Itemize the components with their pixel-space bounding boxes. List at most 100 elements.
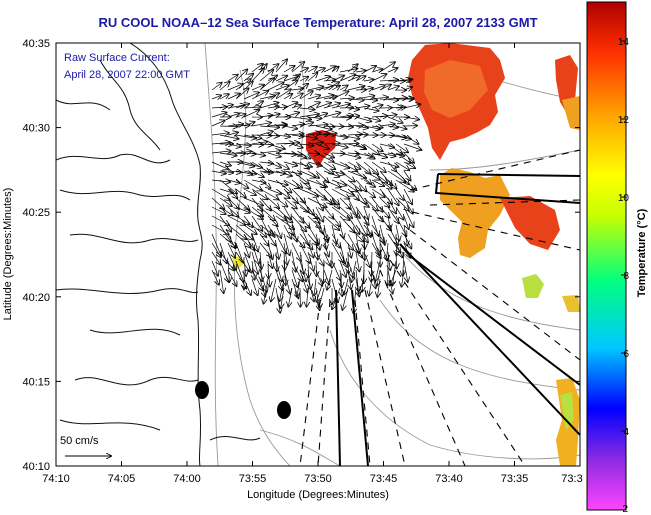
current-vector — [291, 105, 301, 108]
current-vector — [347, 125, 363, 126]
current-vector — [315, 68, 325, 72]
current-vector — [211, 95, 221, 99]
current-vector — [331, 179, 346, 186]
current-vector — [291, 242, 301, 261]
current-vectors — [211, 59, 422, 313]
current-vector — [323, 260, 324, 283]
current-vector — [243, 144, 263, 145]
current-vector — [243, 171, 256, 174]
current-vector — [267, 106, 279, 108]
radar-beams — [299, 149, 580, 466]
current-vector — [395, 126, 407, 129]
current-vector — [227, 124, 243, 126]
current-vector — [259, 278, 265, 296]
current-vector — [315, 143, 329, 149]
current-vector — [379, 206, 390, 218]
current-vector — [379, 115, 397, 117]
current-vector — [379, 99, 398, 100]
current-vector — [339, 179, 357, 192]
current-vector — [211, 133, 229, 135]
current-vector — [403, 188, 412, 204]
current-vector — [363, 79, 374, 81]
current-vector — [243, 135, 261, 138]
current-vector — [235, 125, 250, 126]
current-vector — [291, 117, 311, 120]
current-vector — [331, 67, 339, 73]
current-vector — [363, 88, 373, 90]
current-vector — [339, 161, 357, 171]
current-vector — [227, 206, 239, 217]
current-vector — [235, 161, 254, 166]
current-vector — [364, 233, 365, 249]
current-vector — [387, 116, 403, 123]
current-vector — [331, 76, 344, 82]
current-vector — [211, 171, 226, 174]
current-vector — [219, 153, 237, 156]
current-vector — [227, 105, 245, 108]
current-vector — [291, 135, 304, 137]
current-vector — [283, 233, 290, 255]
current-vector — [281, 287, 284, 308]
scale-label: 50 cm/s — [60, 435, 99, 447]
current-vector — [363, 108, 379, 111]
current-vector — [227, 132, 238, 135]
current-vector — [267, 143, 285, 149]
current-vector — [323, 161, 335, 169]
current-vector — [259, 171, 273, 173]
current-vector — [315, 126, 332, 130]
current-vector — [340, 224, 344, 238]
current-vector — [307, 125, 328, 127]
current-vector — [371, 97, 388, 99]
current-vector — [227, 75, 238, 82]
current-vector — [251, 197, 262, 211]
current-vector — [267, 215, 278, 226]
colorbar-tick-label: 6 — [623, 349, 629, 360]
current-vector — [251, 278, 258, 295]
current-vector — [347, 76, 360, 82]
current-vector — [299, 224, 309, 246]
current-vector — [395, 242, 402, 257]
radar-beam-outlines — [335, 173, 580, 466]
current-vector — [299, 91, 313, 100]
current-vector — [355, 96, 374, 99]
current-vector — [275, 125, 287, 126]
current-vector — [283, 102, 297, 109]
current-vector — [211, 113, 227, 118]
x-tick-label: 73:45 — [370, 473, 398, 485]
current-vector — [267, 224, 275, 237]
current-vector — [387, 153, 404, 156]
current-vector — [299, 242, 310, 263]
current-vector — [371, 85, 385, 91]
current-vector — [379, 197, 389, 207]
current-vector — [323, 133, 337, 135]
current-vector — [291, 124, 304, 126]
current-vector — [260, 260, 262, 281]
current-vector — [355, 188, 366, 204]
colorbar-title: Temperature (°C) — [636, 208, 648, 297]
current-vector — [275, 224, 281, 238]
current-vector — [396, 233, 397, 255]
current-vector — [291, 144, 303, 148]
current-vector — [275, 197, 287, 207]
current-vector — [323, 113, 340, 118]
current-vector — [339, 126, 353, 127]
x-tick-label: 73:50 — [304, 473, 332, 485]
current-vector — [347, 224, 364, 242]
current-vector — [323, 143, 340, 144]
current-vector — [339, 115, 353, 117]
current-vector — [251, 242, 259, 264]
current-vector — [235, 242, 243, 263]
current-vector — [299, 77, 308, 81]
current-vector — [339, 251, 347, 267]
current-vector — [395, 197, 409, 211]
current-vector — [299, 233, 313, 249]
current-vector — [371, 170, 387, 183]
current-vector — [403, 251, 404, 276]
current-vector — [267, 206, 287, 220]
current-vector — [355, 143, 366, 149]
current-vector — [267, 114, 280, 117]
y-tick-label: 40:10 — [22, 461, 50, 473]
current-vector — [235, 151, 251, 153]
current-vector — [363, 116, 380, 121]
current-vector — [339, 86, 348, 91]
